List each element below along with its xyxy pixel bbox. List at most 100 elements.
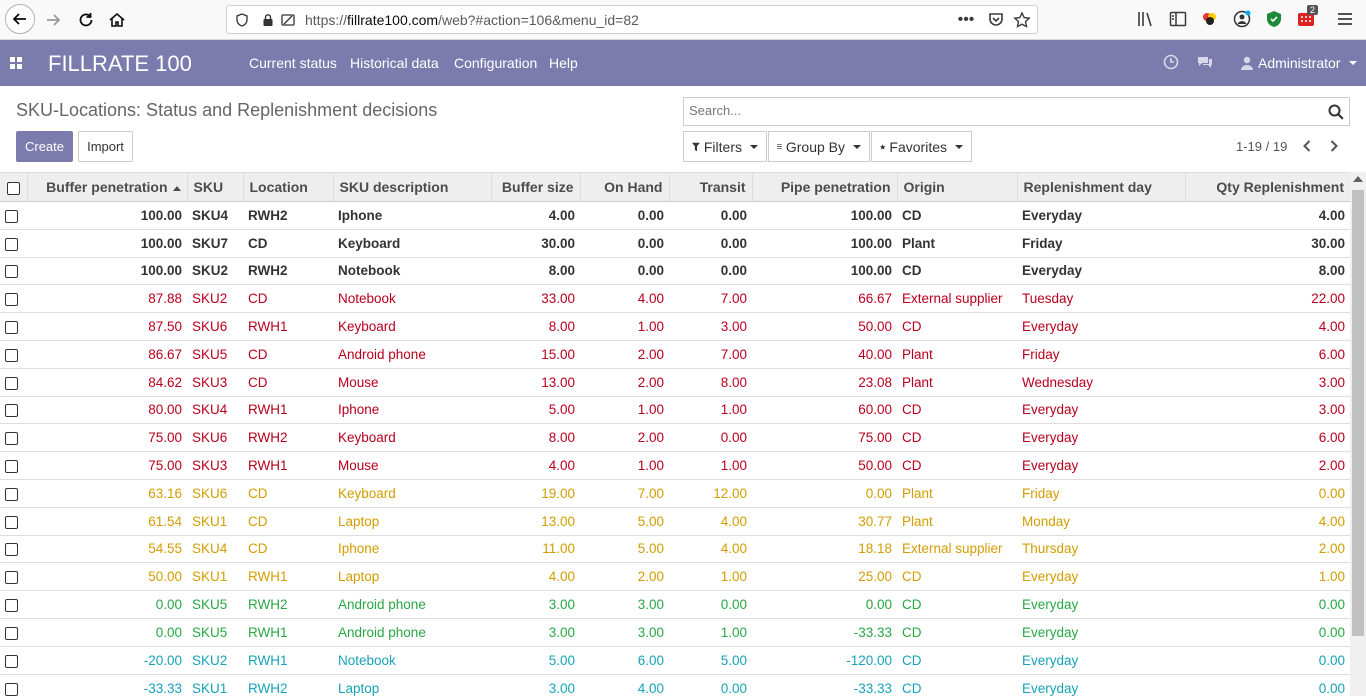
row-checkbox[interactable] [0, 590, 27, 619]
pager-next-icon[interactable] [1327, 138, 1341, 154]
table-row[interactable]: 75.00 SKU6 RWH2 Keyboard 8.00 2.00 0.00 75.00 CD… [0, 423, 1350, 452]
table-row[interactable]: 0.00 SKU5 RWH1 Android phone 3.00 3.00 1.00 -33… [0, 617, 1350, 647]
column-header[interactable]: Pipe penetration [751, 172, 897, 202]
pager-previous-icon[interactable] [1300, 138, 1314, 154]
apps-grid-icon[interactable] [10, 57, 22, 69]
column-header[interactable]: Buffer penetration [26, 172, 187, 202]
table-row[interactable]: 86.67 SKU5 CD Android phone 15.00 2.00 7.00 40.… [0, 339, 1350, 369]
row-checkbox[interactable] [0, 534, 27, 563]
row-checkbox[interactable] [0, 423, 27, 452]
import-button[interactable]: Import [78, 131, 133, 162]
url-bar[interactable]: https://fillrate100.com/web?#action=106&… [226, 5, 1038, 34]
menu-configuration[interactable]: Configuration [454, 55, 538, 71]
menu-current-status[interactable]: Current status [249, 55, 337, 71]
forward-icon[interactable] [39, 6, 67, 34]
row-checkbox[interactable] [0, 367, 27, 397]
row-checkbox[interactable] [0, 451, 27, 480]
table-cell: 3.00 [491, 673, 580, 696]
pocket-icon[interactable] [987, 11, 1005, 29]
shield-extension-icon[interactable] [1265, 10, 1283, 28]
table-cell: 3.00 [580, 590, 669, 619]
table-row[interactable]: 87.50 SKU6 RWH1 Keyboard 8.00 1.00 3.00 50.00 CD… [0, 312, 1350, 341]
more-actions-icon[interactable]: ••• [957, 11, 975, 28]
search-icon[interactable] [1328, 104, 1344, 120]
user-menu[interactable]: Administrator [1241, 55, 1358, 71]
row-checkbox[interactable] [0, 312, 27, 341]
pager-value[interactable]: 1-19 / 19 [1236, 139, 1288, 154]
permissions-icon[interactable] [281, 13, 295, 27]
column-header[interactable]: Qty Replenishment [1184, 172, 1350, 202]
sidebar-icon[interactable] [1169, 10, 1187, 28]
column-header[interactable]: SKU [186, 172, 243, 202]
row-checkbox[interactable] [0, 256, 27, 285]
table-row[interactable]: -33.33 SKU1 RWH2 Laptop 3.00 4.00 0.00 -33.33 CD… [0, 673, 1350, 696]
table-cell: CD [243, 506, 333, 536]
table-row[interactable]: 100.00 SKU2 RWH2 Notebook 8.00 0.00 0.00 100.00… [0, 256, 1350, 285]
column-header[interactable]: Origin [896, 172, 1017, 202]
table-cell: RWH1 [243, 645, 333, 675]
table-row[interactable]: 75.00 SKU3 RWH1 Mouse 4.00 1.00 1.00 50.00 CD Eve… [0, 451, 1350, 480]
scrollbar-thumb[interactable] [1352, 190, 1364, 636]
row-checkbox[interactable] [0, 201, 27, 230]
table-row[interactable]: 54.55 SKU4 CD Iphone 11.00 5.00 4.00 18.18 Exter… [0, 534, 1350, 563]
browser-toolbar: https://fillrate100.com/web?#action=106&… [0, 0, 1366, 40]
row-checkbox[interactable] [0, 478, 27, 508]
shield-icon[interactable] [235, 13, 249, 27]
row-checkbox[interactable] [0, 228, 27, 258]
home-icon[interactable] [103, 6, 131, 34]
table-cell: 87.88 [27, 284, 187, 313]
table-row[interactable]: 100.00 SKU4 RWH2 Iphone 4.00 0.00 0.00 100.00 CD… [0, 201, 1350, 230]
row-checkbox[interactable] [0, 562, 27, 591]
table-row[interactable]: 50.00 SKU1 RWH1 Laptop 4.00 2.00 1.00 25.00 CD Ev… [0, 562, 1350, 591]
scroll-up-arrow-icon[interactable] [1353, 176, 1363, 182]
row-checkbox[interactable] [0, 617, 27, 647]
table-row[interactable]: 0.00 SKU5 RWH2 Android phone 3.00 3.00 0.00 0.0… [0, 590, 1350, 619]
library-icon[interactable] [1137, 10, 1155, 28]
table-cell: 0.00 [580, 228, 669, 258]
column-header[interactable]: Buffer size [490, 172, 580, 202]
row-checkbox[interactable] [0, 395, 27, 424]
table-cell: RWH2 [243, 256, 333, 285]
column-header[interactable]: Replenishment day [1016, 172, 1185, 202]
column-header[interactable]: On Hand [579, 172, 669, 202]
back-icon[interactable] [5, 4, 35, 34]
search-input[interactable] [689, 103, 1309, 118]
hamburger-menu-icon[interactable] [1336, 10, 1354, 28]
lock-icon[interactable] [261, 13, 275, 27]
table-row[interactable]: 84.62 SKU3 CD Mouse 13.00 2.00 8.00 23.08 Plant W… [0, 367, 1350, 397]
account-extension-icon[interactable] [1233, 10, 1251, 28]
row-checkbox[interactable] [0, 284, 27, 313]
table-row[interactable]: 87.88 SKU2 CD Notebook 33.00 4.00 7.00 66.67 Ext… [0, 284, 1350, 313]
activity-clock-icon[interactable] [1163, 54, 1179, 70]
reload-icon[interactable] [72, 6, 100, 34]
column-header[interactable]: Location [242, 172, 333, 202]
table-cell: RWH2 [243, 673, 333, 696]
table-row[interactable]: 61.54 SKU1 CD Laptop 13.00 5.00 4.00 30.77 Plant… [0, 506, 1350, 536]
group-by-button[interactable]: Group By [768, 131, 870, 162]
table-row[interactable]: 80.00 SKU4 RWH1 Iphone 5.00 1.00 1.00 60.00 CD Ev… [0, 395, 1350, 424]
notifications-extension-icon[interactable]: 2 [1297, 5, 1323, 26]
extension-colors-icon[interactable] [1201, 10, 1219, 28]
table-row[interactable]: 63.16 SKU6 CD Keyboard 19.00 7.00 12.00 0.00 Pla… [0, 478, 1350, 508]
favorites-button[interactable]: Favorites [871, 131, 972, 162]
menu-help[interactable]: Help [549, 55, 578, 71]
create-button[interactable]: Create [16, 131, 73, 162]
messages-icon[interactable] [1197, 54, 1213, 70]
row-checkbox[interactable] [0, 339, 27, 369]
table-row[interactable]: 100.00 SKU7 CD Keyboard 30.00 0.00 0.00 100.00 P… [0, 228, 1350, 258]
row-checkbox[interactable] [0, 673, 27, 696]
table-cell: 0.00 [669, 673, 752, 696]
menu-historical-data[interactable]: Historical data [350, 55, 439, 71]
row-checkbox[interactable] [0, 645, 27, 675]
filters-button[interactable]: Filters [683, 131, 767, 162]
select-all-checkbox[interactable] [0, 172, 27, 202]
bookmark-star-icon[interactable] [1013, 11, 1031, 29]
table-row[interactable]: -20.00 SKU2 RWH1 Notebook 5.00 6.00 5.00 -120.0… [0, 645, 1350, 675]
column-header[interactable]: Transit [668, 172, 752, 202]
table-cell: SKU4 [187, 534, 243, 563]
url-text[interactable]: https://fillrate100.com/web?#action=106&… [305, 12, 639, 28]
row-checkbox[interactable] [0, 506, 27, 536]
app-brand[interactable]: FILLRATE 100 [48, 51, 192, 76]
column-header[interactable]: SKU description [332, 172, 491, 202]
table-cell: CD [243, 284, 333, 313]
